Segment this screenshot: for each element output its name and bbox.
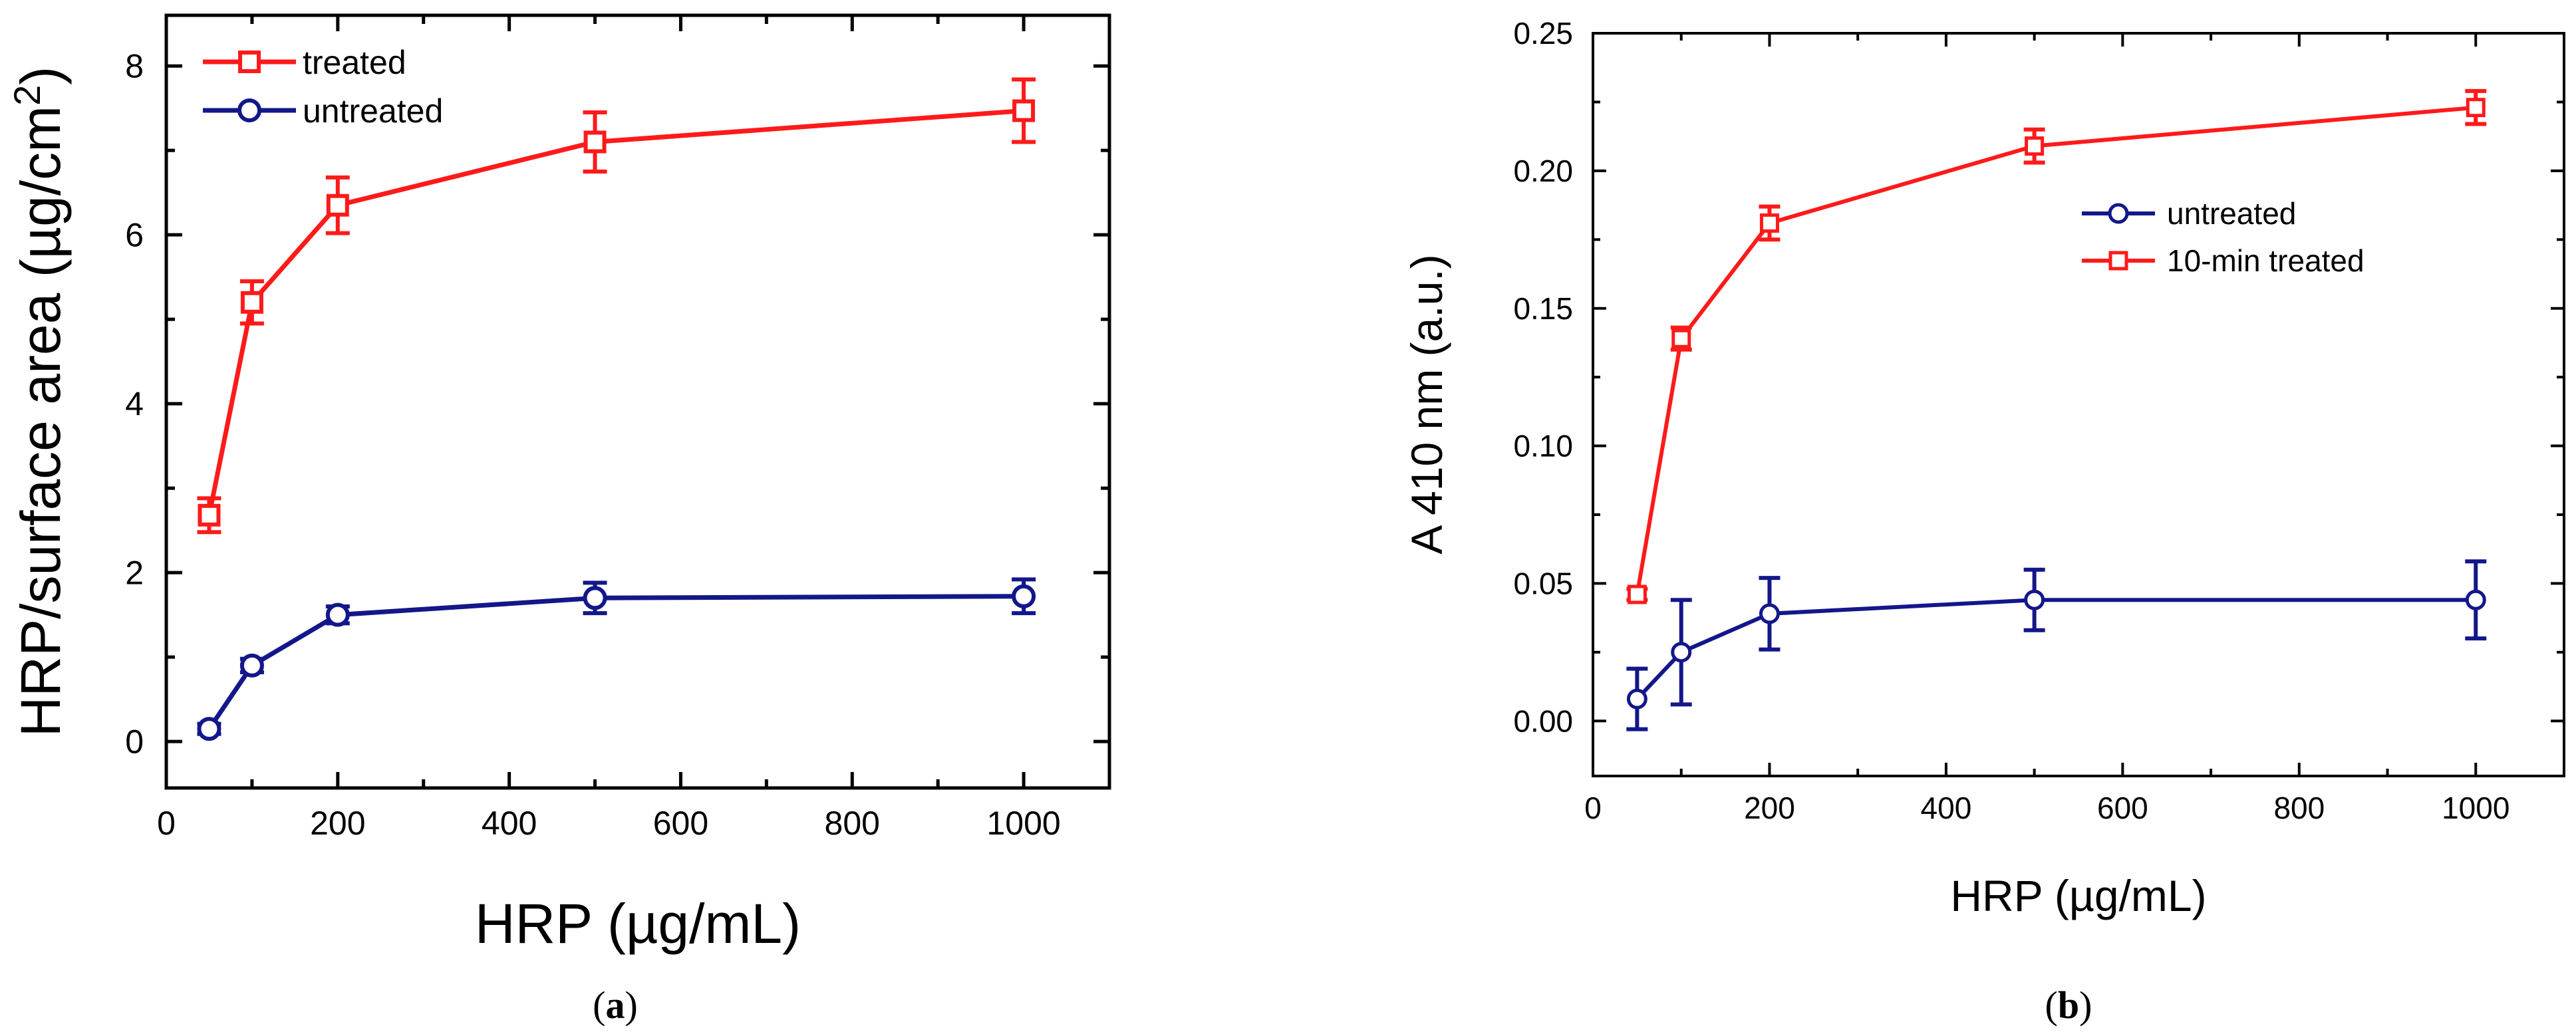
- legend-marker-10-min-treated: [2108, 251, 2128, 271]
- x-tick-label: 600: [653, 805, 708, 842]
- x-axis-label: HRP (µg/mL): [1950, 871, 2206, 920]
- plot-frame: [1592, 32, 2565, 777]
- legend-label-treated: treated: [303, 44, 406, 81]
- chart-panel-b: 0 200 400 600 800 1000 0.00 0.05 0.10 0.15 0.20 0.2…: [1402, 16, 2565, 1027]
- data-point-treated: [583, 130, 607, 154]
- legend-entry-treated: treated: [203, 44, 406, 81]
- data-point-untreated: [239, 653, 264, 678]
- axis-ticks: 0 200 400 600 800 1000 0.00 0.05 0.10 0.15 0.20 0.2…: [1513, 16, 2565, 825]
- legend-marker-untreated: [237, 98, 261, 122]
- x-tick-label: 400: [482, 805, 537, 842]
- y-tick-label: 0.05: [1513, 567, 1573, 601]
- data-point-treated: [240, 291, 263, 314]
- legend-marker-untreated: [2108, 203, 2129, 224]
- data-point-10-min-treated: [1671, 328, 1691, 348]
- legend-marker-treated: [238, 51, 261, 73]
- y-tick-label: 8: [125, 48, 144, 85]
- legend: treated untreated: [203, 44, 443, 130]
- x-tick-label: 0: [157, 805, 176, 842]
- caption-close: ): [625, 983, 638, 1027]
- series-line-10-min-treated: [1635, 105, 2476, 595]
- legend-label-10-min-treated: 10-min treated: [2167, 243, 2364, 278]
- data-point-treated: [1012, 99, 1036, 122]
- data-point-untreated: [325, 602, 350, 627]
- data-point-untreated: [1012, 584, 1036, 608]
- data-point-10-min-treated: [2025, 136, 2045, 156]
- y-axis-label-main: HRP/surface area (µg/cm: [9, 106, 72, 737]
- y-tick-label: 0.10: [1513, 429, 1573, 463]
- y-axis-label-superscript: 2: [6, 85, 48, 106]
- data-point-untreated: [583, 586, 607, 610]
- y-tick-label: 2: [125, 555, 144, 592]
- data-point-untreated: [1671, 642, 1692, 663]
- legend-entry-10-min-treated: 10-min treated: [2082, 243, 2364, 278]
- data-point-untreated: [197, 717, 221, 741]
- caption-open: (: [2045, 983, 2058, 1027]
- x-tick-label: 200: [1744, 791, 1795, 825]
- legend-entry-untreated: untreated: [2082, 196, 2296, 231]
- data-point-10-min-treated: [1627, 584, 1647, 604]
- data-point-untreated: [2465, 589, 2486, 610]
- legend-label-untreated: untreated: [2167, 196, 2296, 231]
- panel-caption-a: (a): [593, 983, 638, 1027]
- caption-close: ): [2079, 983, 2092, 1027]
- x-axis-label: HRP (µg/mL): [475, 892, 801, 955]
- data-point-treated: [326, 194, 349, 217]
- x-tick-label: 200: [310, 805, 365, 842]
- y-tick-label: 0.00: [1513, 704, 1573, 738]
- y-tick-label: 0: [125, 723, 144, 761]
- x-tick-label: 600: [2097, 791, 2148, 825]
- x-tick-label: 1000: [986, 805, 1060, 842]
- y-axis-label: A 410 nm (a.u.): [1402, 254, 1451, 554]
- y-axis-label-end: ): [9, 66, 72, 85]
- caption-open: (: [593, 983, 605, 1027]
- x-tick-label: 400: [1921, 791, 1972, 825]
- series-layer: [1626, 88, 2487, 731]
- legend-entry-untreated: untreated: [203, 92, 443, 130]
- plot-frame: [164, 13, 1111, 790]
- y-tick-label: 0.20: [1513, 154, 1573, 188]
- data-point-untreated: [1626, 688, 1647, 710]
- data-point-untreated: [1759, 603, 1780, 624]
- y-axis-label: HRP/surface area (µg/cm2): [6, 66, 72, 737]
- data-point-10-min-treated: [2466, 98, 2486, 118]
- y-tick-label: 4: [125, 386, 144, 423]
- x-tick-label: 1000: [2442, 791, 2509, 825]
- data-point-10-min-treated: [1759, 213, 1779, 233]
- series-layer: [197, 77, 1036, 741]
- chart-panel-a: 0 200 400 600 800 1000 0 2 4 6 8 treated untreated…: [6, 13, 1111, 1027]
- legend: untreated 10-min treated: [2082, 196, 2364, 278]
- y-tick-label: 6: [125, 217, 144, 254]
- axis-ticks: 0 200 400 600 800 1000 0 2 4 6 8: [125, 15, 1111, 842]
- panel-caption-b: (b): [2045, 983, 2092, 1027]
- x-tick-label: 0: [1584, 791, 1602, 825]
- series-line-treated: [207, 108, 1024, 516]
- x-tick-label: 800: [825, 805, 880, 842]
- x-tick-label: 800: [2273, 791, 2325, 825]
- data-point-treated: [198, 503, 221, 527]
- caption-letter: a: [606, 983, 625, 1027]
- data-point-untreated: [2024, 589, 2045, 610]
- legend-label-untreated: untreated: [303, 92, 443, 130]
- y-tick-label: 0.25: [1513, 16, 1573, 51]
- y-tick-label: 0.15: [1513, 291, 1573, 326]
- caption-letter: b: [2058, 983, 2079, 1027]
